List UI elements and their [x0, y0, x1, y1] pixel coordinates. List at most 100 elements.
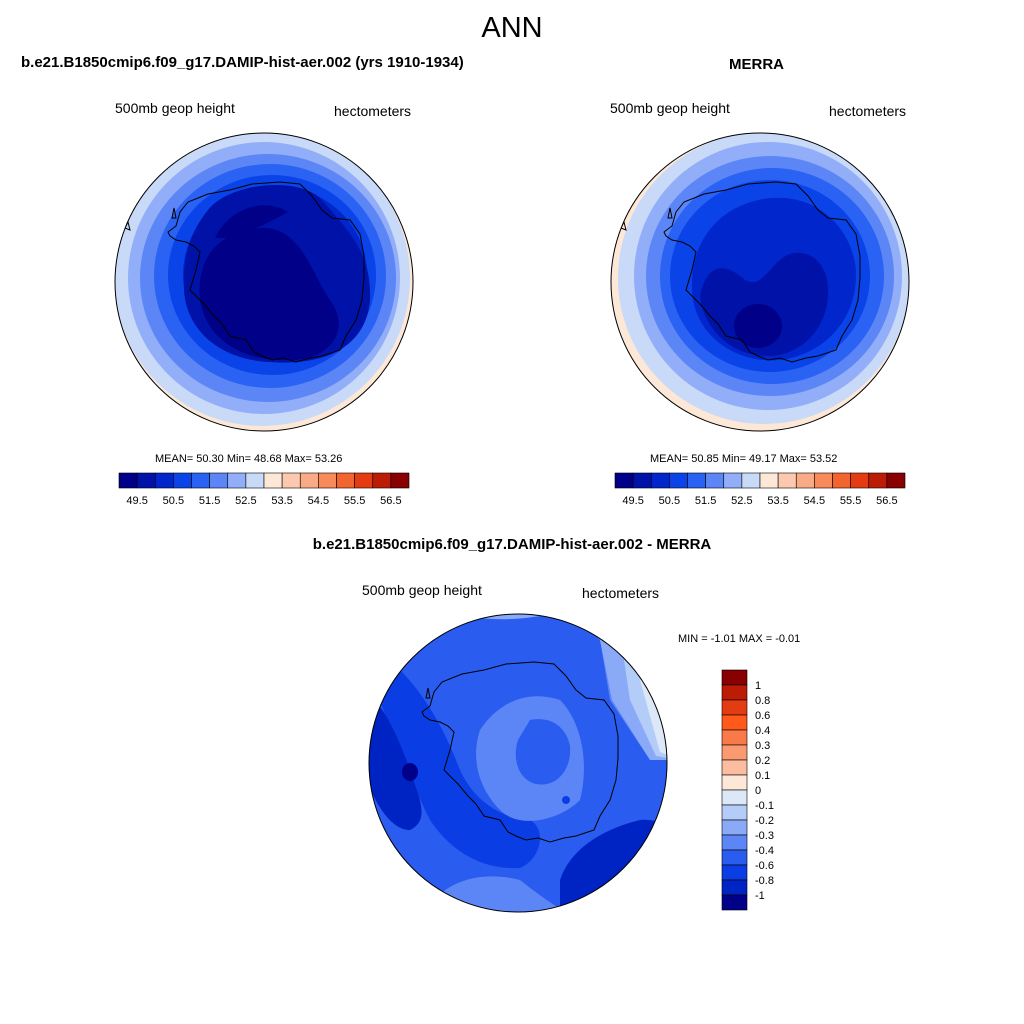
diff-colorbar-swatch: [721, 804, 748, 821]
diff-colorbar-tick-label: -0.6: [755, 860, 774, 872]
obs-colorbar-swatch: [814, 472, 833, 489]
model-colorbar-swatch: [299, 472, 319, 489]
obs-colorbar-swatch: [777, 472, 797, 489]
diff-colorbar-swatch: [721, 864, 748, 881]
model-colorbar-swatch: [191, 472, 210, 489]
diff-colorbar-swatch: [721, 669, 748, 686]
obs-units-label: hectometers: [829, 103, 907, 119]
diff-colorbar-tick-label: -0.8: [755, 875, 774, 887]
diff-variable-label: 500mb geop height: [362, 582, 482, 598]
obs-colorbar-tick-label: 52.5: [731, 495, 752, 507]
model-colorbar: 49.5 50.5 51.5 52.5 53.5 54.5 55.5 56.5: [118, 472, 410, 507]
model-variable-label: 500mb geop height: [115, 100, 235, 116]
diff-colorbar-tick-label: -0.2: [755, 815, 774, 827]
model-contour-fill: [309, 237, 351, 275]
diff-colorbar-swatch: [721, 894, 748, 911]
model-colorbar-swatch: [336, 472, 355, 489]
obs-colorbar-swatch: [868, 472, 888, 489]
figure-title: ANN: [481, 12, 543, 44]
diff-colorbar-swatch: [721, 744, 748, 761]
diff-colorbar-swatch: [721, 714, 748, 731]
obs-panel-title: MERRA: [729, 56, 784, 73]
obs-colorbar-swatch: [886, 472, 906, 489]
diff-coastline: [421, 661, 619, 843]
model-colorbar-swatch: [281, 472, 301, 489]
diff-colorbar-tick-label: 0.6: [755, 710, 770, 722]
diff-colorbar-tick-label: 0.8: [755, 695, 770, 707]
obs-colorbar-swatch: [832, 472, 851, 489]
obs-colorbar-swatch: [759, 472, 779, 489]
model-colorbar-swatch: [118, 472, 138, 489]
model-colorbar-swatch: [354, 472, 374, 489]
diff-panel-title: b.e21.B1850cmip6.f09_g17.DAMIP-hist-aer.…: [312, 536, 712, 553]
diff-map: [369, 614, 667, 912]
obs-colorbar-tick-label: 54.5: [804, 495, 825, 507]
model-colorbar-swatch: [154, 472, 174, 489]
diff-stats: MIN = -1.01 MAX = -0.01: [678, 633, 801, 645]
obs-contour-fill: [700, 252, 829, 356]
model-contour-fill: [199, 227, 339, 361]
obs-variable-label: 500mb geop height: [610, 100, 730, 116]
diff-colorbar-swatch: [721, 684, 748, 701]
model-colorbar-swatch: [390, 472, 410, 489]
obs-colorbar-swatch: [632, 472, 652, 489]
obs-colorbar-tick-label: 55.5: [840, 495, 861, 507]
obs-colorbar: 49.5 50.5 51.5 52.5 53.5 54.5 55.5 56.5: [614, 472, 906, 507]
obs-contour-fill: [734, 304, 782, 348]
diff-units-label: hectometers: [582, 585, 660, 601]
model-contour-fill: [215, 205, 288, 239]
diff-colorbar-tick-label: 0.2: [755, 755, 770, 767]
diff-colorbar-swatch: [721, 819, 748, 836]
model-map-border: [114, 132, 414, 432]
obs-colorbar-swatch: [669, 472, 688, 489]
diff-colorbar-tick-label: 0.4: [755, 725, 770, 737]
model-colorbar-tick-label: 52.5: [235, 495, 256, 507]
model-colorbar-swatch: [263, 472, 283, 489]
diff-colorbar: 1 0.8 0.6 0.4 0.3 0.2 0.1 0 -0.1 -0.2 -0.3 -0.4 -0.6…: [721, 669, 774, 911]
diff-contour-fill: [640, 680, 667, 760]
model-coastline: [167, 181, 365, 363]
model-panel-title: b.e21.B1850cmip6.f09_g17.DAMIP-hist-aer.…: [21, 54, 464, 71]
model-colorbar-tick-label: 49.5: [126, 495, 147, 507]
diff-colorbar-tick-label: -0.3: [755, 830, 774, 842]
model-colorbar-tick-label: 54.5: [308, 495, 329, 507]
obs-colorbar-swatch: [795, 472, 815, 489]
diff-contour-fill: [562, 796, 570, 804]
diff-colorbar-swatch: [721, 759, 748, 776]
diff-colorbar-tick-label: -0.1: [755, 800, 774, 812]
obs-colorbar-tick-label: 56.5: [876, 495, 897, 507]
obs-colorbar-swatch: [687, 472, 706, 489]
model-colorbar-tick-label: 53.5: [271, 495, 292, 507]
obs-colorbar-tick-label: 51.5: [695, 495, 716, 507]
diff-colorbar-swatch: [721, 699, 748, 716]
model-colorbar-tick-label: 55.5: [344, 495, 365, 507]
diff-colorbar-swatch: [721, 834, 748, 851]
model-units-label: hectometers: [334, 103, 412, 119]
obs-coastline: [663, 181, 861, 363]
model-colorbar-swatch: [209, 472, 229, 489]
diff-colorbar-tick-label: 0.1: [755, 770, 770, 782]
obs-colorbar-tick-label: 49.5: [622, 495, 643, 507]
obs-colorbar-tick-label: 53.5: [767, 495, 788, 507]
model-colorbar-swatch: [245, 472, 265, 489]
diff-colorbar-tick-label: -1: [755, 890, 765, 902]
obs-colorbar-tick-label: 50.5: [659, 495, 680, 507]
diff-colorbar-tick-label: -0.4: [755, 845, 774, 857]
model-colorbar-tick-label: 51.5: [199, 495, 220, 507]
diff-colorbar-tick-label: 1: [755, 680, 761, 692]
model-colorbar-swatch: [318, 472, 337, 489]
diff-colorbar-tick-label: 0.3: [755, 740, 770, 752]
obs-stats: MEAN= 50.85 Min= 49.17 Max= 53.52: [650, 453, 838, 465]
model-colorbar-swatch: [227, 472, 247, 489]
diff-colorbar-tick-label: 0: [755, 785, 761, 797]
diff-contour-fill: [369, 690, 422, 830]
model-stats: MEAN= 50.30 Min= 48.68 Max= 53.26: [155, 453, 343, 465]
obs-colorbar-swatch: [850, 472, 870, 489]
model-colorbar-tick-label: 50.5: [163, 495, 184, 507]
diff-colorbar-swatch: [721, 729, 748, 746]
obs-map: [611, 133, 909, 431]
model-colorbar-tick-label: 56.5: [380, 495, 401, 507]
obs-colorbar-swatch: [650, 472, 670, 489]
obs-colorbar-swatch: [705, 472, 725, 489]
diff-colorbar-swatch: [721, 849, 748, 866]
